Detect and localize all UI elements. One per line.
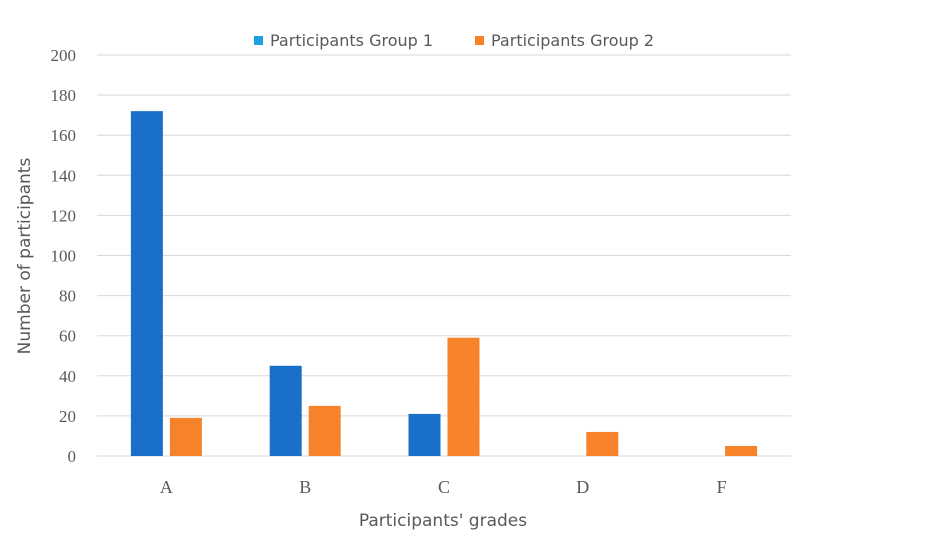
y-tick-label: 180 — [51, 86, 77, 105]
legend-label-group-2: Participants Group 2 — [491, 31, 654, 50]
bar-group-2-grade-b — [308, 405, 341, 456]
y-tick-label: 140 — [51, 166, 77, 185]
y-axis-ticks: 0 20 40 60 80 100 120 140 160 180 200 — [51, 46, 77, 466]
bar-group-2-grade-a — [169, 417, 202, 456]
y-tick-label: 20 — [59, 407, 76, 426]
y-axis-title: Number of participants — [15, 158, 35, 355]
x-tick-label: F — [717, 477, 727, 497]
y-tick-label: 160 — [51, 126, 77, 145]
y-tick-label: 200 — [51, 46, 77, 65]
y-tick-label: 120 — [51, 206, 77, 225]
legend-label-group-1: Participants Group 1 — [270, 31, 433, 50]
bar-group-2-grade-f — [725, 445, 758, 456]
bar-group-2-grade-c — [447, 337, 480, 456]
legend-swatch-group-2 — [475, 36, 484, 45]
bar-group-1-grade-a — [130, 111, 163, 456]
x-tick-label: D — [576, 477, 589, 497]
bar-group-2-grade-d — [586, 431, 619, 456]
legend-swatch-group-1 — [254, 36, 263, 45]
x-tick-label: B — [299, 477, 311, 497]
y-tick-label: 0 — [68, 447, 77, 466]
y-tick-label: 100 — [51, 247, 77, 266]
bar-group-1-grade-c — [408, 413, 441, 456]
bars — [130, 111, 758, 456]
y-tick-label: 60 — [59, 327, 76, 346]
gridlines — [97, 54, 791, 457]
y-tick-label: 40 — [59, 367, 76, 386]
legend: Participants Group 1 Participants Group … — [254, 31, 654, 50]
x-axis-title: Participants' grades — [359, 511, 527, 531]
x-tick-label: C — [438, 477, 450, 497]
bar-group-1-grade-b — [269, 365, 302, 456]
x-tick-label: A — [160, 477, 173, 497]
y-tick-label: 80 — [59, 287, 76, 306]
